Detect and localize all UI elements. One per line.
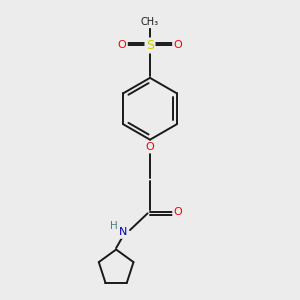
Text: O: O [118, 40, 126, 50]
Text: O: O [146, 142, 154, 152]
Text: CH₃: CH₃ [141, 17, 159, 27]
Text: O: O [174, 40, 182, 50]
Text: H: H [110, 221, 118, 231]
Text: S: S [146, 39, 154, 52]
Text: O: O [174, 207, 182, 217]
Text: N: N [119, 227, 128, 237]
